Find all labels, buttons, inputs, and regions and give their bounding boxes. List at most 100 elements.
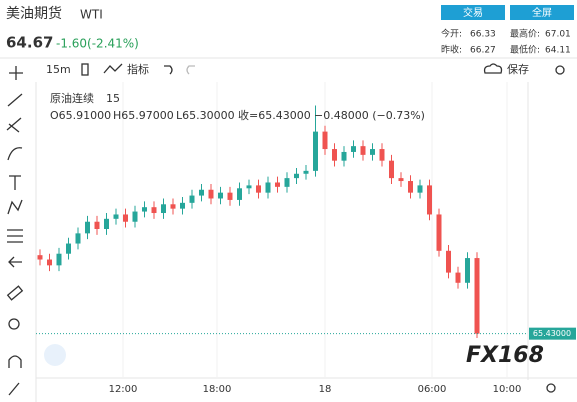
legend-open: O65.91000: [50, 109, 111, 122]
redo-icon[interactable]: [186, 65, 195, 75]
candle-body: [56, 253, 62, 266]
stat-value: 66.27: [470, 46, 496, 56]
save[interactable]: 保存: [507, 62, 529, 76]
change: -1.60(-2.41%): [56, 37, 139, 51]
candle-body: [75, 233, 81, 244]
candle-body: [180, 202, 185, 209]
candle-body: [104, 218, 109, 229]
indicator-icon[interactable]: [103, 63, 123, 74]
symbol: WTI: [80, 8, 103, 22]
zoom-tool[interactable]: [8, 318, 20, 330]
candle-body: [170, 204, 176, 209]
candle-body: [47, 259, 52, 266]
text-tool[interactable]: [9, 175, 21, 190]
candle-body: [151, 207, 157, 214]
pencil-tool[interactable]: [8, 382, 20, 396]
candle-body: [474, 258, 480, 334]
candle-icon[interactable]: [81, 63, 89, 76]
cloud-badge[interactable]: [44, 344, 66, 366]
axis-settings-icon[interactable]: [546, 383, 556, 393]
candle-body: [436, 214, 442, 251]
watermark: FX168: [466, 343, 544, 368]
left-toolbar: [6, 66, 24, 396]
candle-body: [142, 207, 147, 212]
x-tick-label: 10:00: [493, 384, 522, 395]
line-tool[interactable]: [7, 93, 23, 107]
candle-body: [370, 149, 375, 155]
ruler-tool[interactable]: [6, 285, 24, 301]
candle-body: [256, 185, 261, 193]
candle-body: [379, 149, 385, 161]
legend-high: H65.97000: [113, 109, 174, 122]
cloud-icon[interactable]: [483, 63, 503, 74]
candle-body: [275, 182, 280, 187]
pattern-tool[interactable]: [7, 199, 23, 215]
candle-body: [113, 214, 119, 219]
stat-label: 昨收:: [441, 44, 462, 56]
stat-label: 今开:: [441, 28, 462, 40]
price-tag-label: 65.43000: [533, 329, 571, 338]
legend-low: L65.30000: [176, 109, 235, 122]
candle-body: [455, 272, 461, 283]
candle-body: [322, 131, 328, 150]
candle-body: [417, 185, 423, 193]
fullscreen-label[interactable]: 全屏: [532, 6, 552, 19]
candle-body: [208, 189, 214, 199]
candle-body: [265, 182, 271, 193]
x-tick-label: 06:00: [418, 384, 447, 395]
back-tool[interactable]: [8, 256, 22, 268]
x-tick-label: 18: [319, 384, 332, 395]
price: 64.67: [6, 34, 53, 52]
title: 美油期货: [6, 5, 62, 22]
candle-body: [313, 131, 318, 171]
x-tick-label: 18:00: [203, 384, 232, 395]
candle-body: [408, 181, 413, 193]
candle-body: [446, 250, 451, 273]
candle-body: [123, 214, 128, 222]
candle-body: [246, 185, 252, 189]
candle-body: [199, 189, 204, 196]
legend-change: −0.48000 (−0.73%): [314, 109, 425, 122]
crosshair-tool[interactable]: [9, 66, 23, 80]
settings-icon[interactable]: [555, 65, 565, 75]
stat-value: 66.33: [470, 30, 496, 40]
candle-body: [398, 178, 404, 182]
trade-label[interactable]: 交易: [463, 6, 483, 19]
fullscreen-button[interactable]: [510, 5, 574, 20]
stat-value: 67.01: [545, 30, 571, 40]
undo-icon[interactable]: [164, 65, 173, 75]
legend-interval: 15: [106, 92, 120, 105]
candle-body: [351, 146, 356, 152]
fib-tool[interactable]: [6, 117, 22, 133]
candle-body: [161, 204, 166, 214]
candle-body: [427, 185, 432, 215]
candle-body: [303, 170, 309, 174]
legend-close: 收=65.43000: [238, 108, 311, 122]
candle-body: [294, 173, 299, 179]
candle-body: [284, 178, 290, 187]
price-tag: [529, 327, 576, 340]
candle-body: [465, 258, 470, 283]
candle-body: [341, 151, 347, 161]
candle-body: [237, 188, 242, 200]
trade-button[interactable]: [441, 5, 505, 20]
candle-body: [37, 255, 43, 260]
stat-label: 最低价:: [510, 44, 540, 56]
candle-body: [389, 160, 394, 179]
candle-body: [332, 149, 337, 161]
brush-tool[interactable]: [7, 147, 23, 161]
interval[interactable]: 15m: [46, 63, 71, 76]
candle-body: [189, 195, 195, 203]
indicators[interactable]: 指标: [127, 62, 149, 76]
measure-tool[interactable]: [7, 229, 23, 243]
candle-body: [132, 211, 138, 222]
magnet-tool[interactable]: [8, 355, 22, 368]
stat-value: 64.11: [545, 46, 571, 56]
candle-body: [94, 221, 100, 229]
x-tick-label: 12:00: [109, 384, 138, 395]
candle-body: [85, 221, 90, 234]
candle-body: [218, 192, 223, 199]
